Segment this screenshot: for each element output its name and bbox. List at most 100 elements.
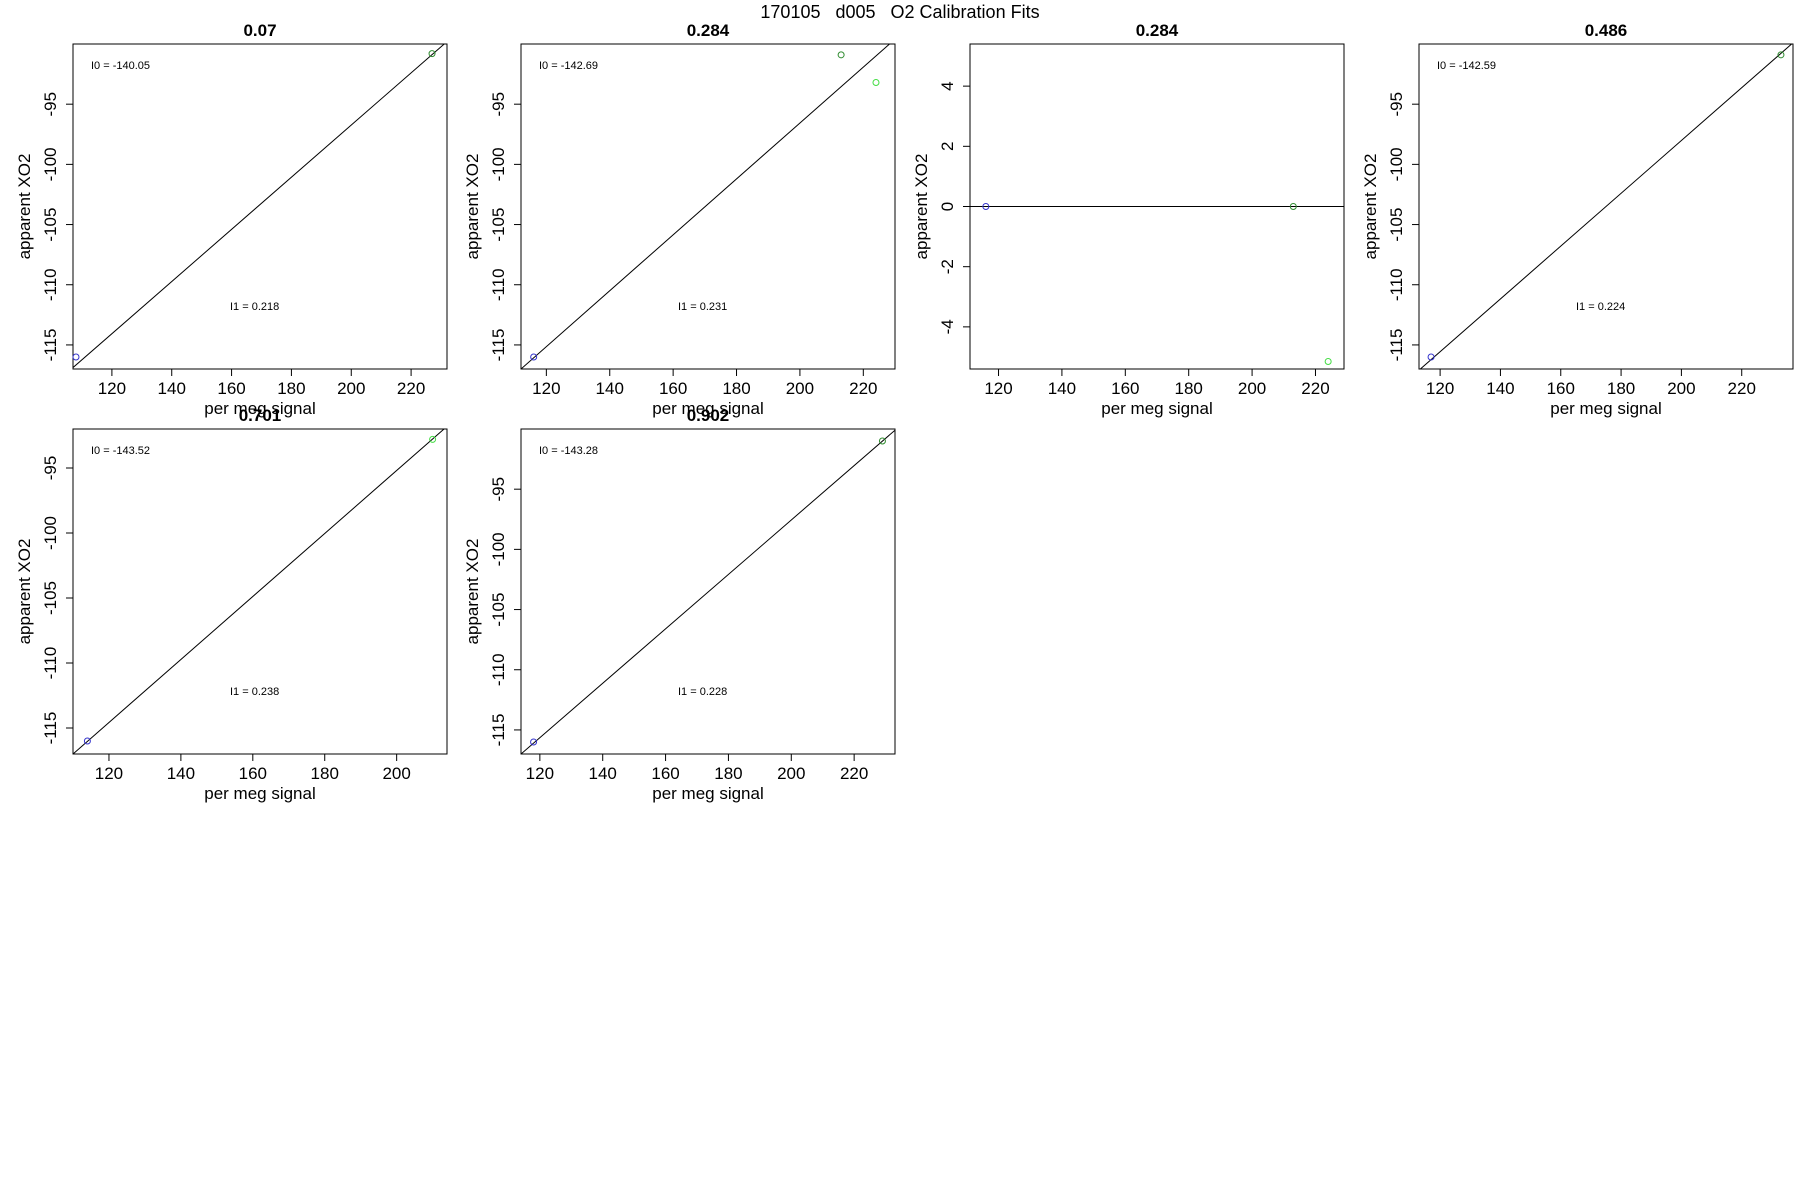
- chart-title: 0.486: [1585, 21, 1628, 40]
- y-tick-label: -95: [489, 92, 508, 117]
- y-axis-label: apparent XO2: [463, 154, 482, 260]
- data-point: [72, 353, 80, 361]
- x-tick-label: 180: [722, 379, 750, 398]
- data-point: [982, 203, 990, 210]
- data-point: [429, 435, 437, 443]
- x-tick-label: 220: [1301, 379, 1329, 398]
- data-point: [837, 51, 845, 59]
- y-tick-label: -100: [1387, 147, 1406, 181]
- fit-line: [521, 429, 895, 754]
- x-tick-label: 200: [382, 764, 410, 783]
- data-point: [1289, 203, 1297, 210]
- x-axis-label: per meg signal: [204, 399, 316, 418]
- x-axis-label: per meg signal: [1550, 399, 1662, 418]
- y-tick-label: -100: [41, 147, 60, 181]
- x-tick-label: 140: [596, 379, 624, 398]
- y-tick-label: -115: [489, 714, 508, 747]
- figure-title: 170105 d005 O2 Calibration Fits: [760, 2, 1040, 22]
- y-tick-label: -110: [489, 268, 508, 301]
- x-tick-label: 180: [1175, 379, 1203, 398]
- y-tick-label: -110: [41, 647, 60, 680]
- x-tick-label: 180: [1607, 379, 1635, 398]
- chart-title: 0.902: [687, 406, 730, 425]
- chart-title: 0.07: [243, 21, 276, 40]
- y-tick-label: 2: [938, 142, 957, 151]
- x-tick-label: 140: [158, 379, 186, 398]
- chart-panel-4: 0.486 120 140 160 180 200 220 -115 -110 -105 -100 -…: [1361, 21, 1794, 418]
- y-tick-label: -4: [938, 319, 957, 334]
- y-tick-label: -95: [41, 92, 60, 117]
- y-tick-label: -105: [1387, 208, 1406, 242]
- y-tick-label: -105: [489, 593, 508, 627]
- x-axis-label: per meg signal: [1101, 399, 1213, 418]
- data-point: [872, 79, 880, 87]
- y-axis-label: apparent XO2: [15, 154, 34, 260]
- y-tick-label: -95: [1387, 92, 1406, 117]
- chart-panel-1: 0.07 120 140 160 180 200 220 -115 -110 -105 -100 -9…: [15, 21, 448, 418]
- data-point: [1427, 353, 1435, 361]
- fit-annotation: I0 = -143.52: [91, 445, 150, 457]
- y-tick-label: -115: [489, 329, 508, 362]
- fit-annotation: I0 = -143.28: [539, 445, 598, 457]
- y-tick-label: -95: [41, 456, 60, 481]
- y-tick-label: -105: [489, 208, 508, 242]
- x-tick-label: 140: [1486, 379, 1514, 398]
- data-point: [1777, 51, 1785, 59]
- x-tick-label: 120: [98, 379, 126, 398]
- chart-title: 0.284: [687, 21, 730, 40]
- y-tick-label: 4: [938, 81, 957, 90]
- x-tick-label: 200: [1238, 379, 1266, 398]
- chart-panel-6: 0.902 120 140 160 180 200 220 -115 -110 -105 -100 -…: [463, 406, 896, 803]
- x-tick-label: 180: [277, 379, 305, 398]
- chart-panel-5: 0.701 120 140 160 180 200 -115 -110 -105 -100 -95 p…: [15, 406, 448, 803]
- y-tick-label: -115: [41, 712, 60, 745]
- x-tick-label: 220: [849, 379, 877, 398]
- data-point: [83, 737, 91, 745]
- y-tick-label: -115: [41, 329, 60, 362]
- plot-frame: [520, 43, 896, 370]
- chart-title: 0.284: [1136, 21, 1179, 40]
- y-tick-label: -110: [489, 653, 508, 686]
- y-tick-label: 0: [938, 202, 957, 211]
- fit-annotation: I0 = -142.59: [1437, 60, 1496, 72]
- chart-panel-2: 0.284 120 140 160 180 200 220 -115 -110 -105 -100 -…: [463, 21, 896, 418]
- x-tick-label: 180: [311, 764, 339, 783]
- x-axis-label: per meg signal: [652, 784, 764, 803]
- x-tick-label: 160: [1111, 379, 1139, 398]
- fit-annotation: I1 = 0.224: [1576, 301, 1625, 313]
- x-axis-label: per meg signal: [204, 784, 316, 803]
- y-axis-label: apparent XO2: [1361, 154, 1380, 260]
- plot-frame: [72, 428, 448, 755]
- x-tick-label: 140: [589, 764, 617, 783]
- y-tick-label: -100: [489, 147, 508, 181]
- x-tick-label: 160: [239, 764, 267, 783]
- x-tick-label: 120: [526, 764, 554, 783]
- fit-line: [73, 44, 445, 369]
- x-tick-label: 160: [1547, 379, 1575, 398]
- y-axis-label: apparent XO2: [463, 539, 482, 645]
- y-tick-label: -110: [41, 268, 60, 301]
- data-point: [530, 738, 538, 746]
- chart-title: 0.701: [239, 406, 282, 425]
- x-tick-label: 160: [217, 379, 245, 398]
- fit-line: [73, 429, 445, 754]
- x-tick-label: 220: [1728, 379, 1756, 398]
- y-axis-label: apparent XO2: [912, 154, 931, 260]
- x-tick-label: 140: [1048, 379, 1076, 398]
- x-tick-label: 200: [337, 379, 365, 398]
- x-tick-label: 140: [167, 764, 195, 783]
- x-tick-label: 180: [714, 764, 742, 783]
- plot-frame: [72, 43, 448, 370]
- fit-annotation: I1 = 0.231: [678, 301, 727, 313]
- y-tick-label: -100: [41, 516, 60, 550]
- y-tick-label: -115: [1387, 329, 1406, 362]
- fit-line: [521, 44, 891, 369]
- y-tick-label: -100: [489, 532, 508, 566]
- fit-line: [1419, 44, 1793, 369]
- x-tick-label: 120: [984, 379, 1012, 398]
- x-tick-label: 220: [397, 379, 425, 398]
- y-tick-label: -2: [938, 259, 957, 274]
- y-tick-label: -95: [489, 477, 508, 502]
- x-tick-label: 200: [777, 764, 805, 783]
